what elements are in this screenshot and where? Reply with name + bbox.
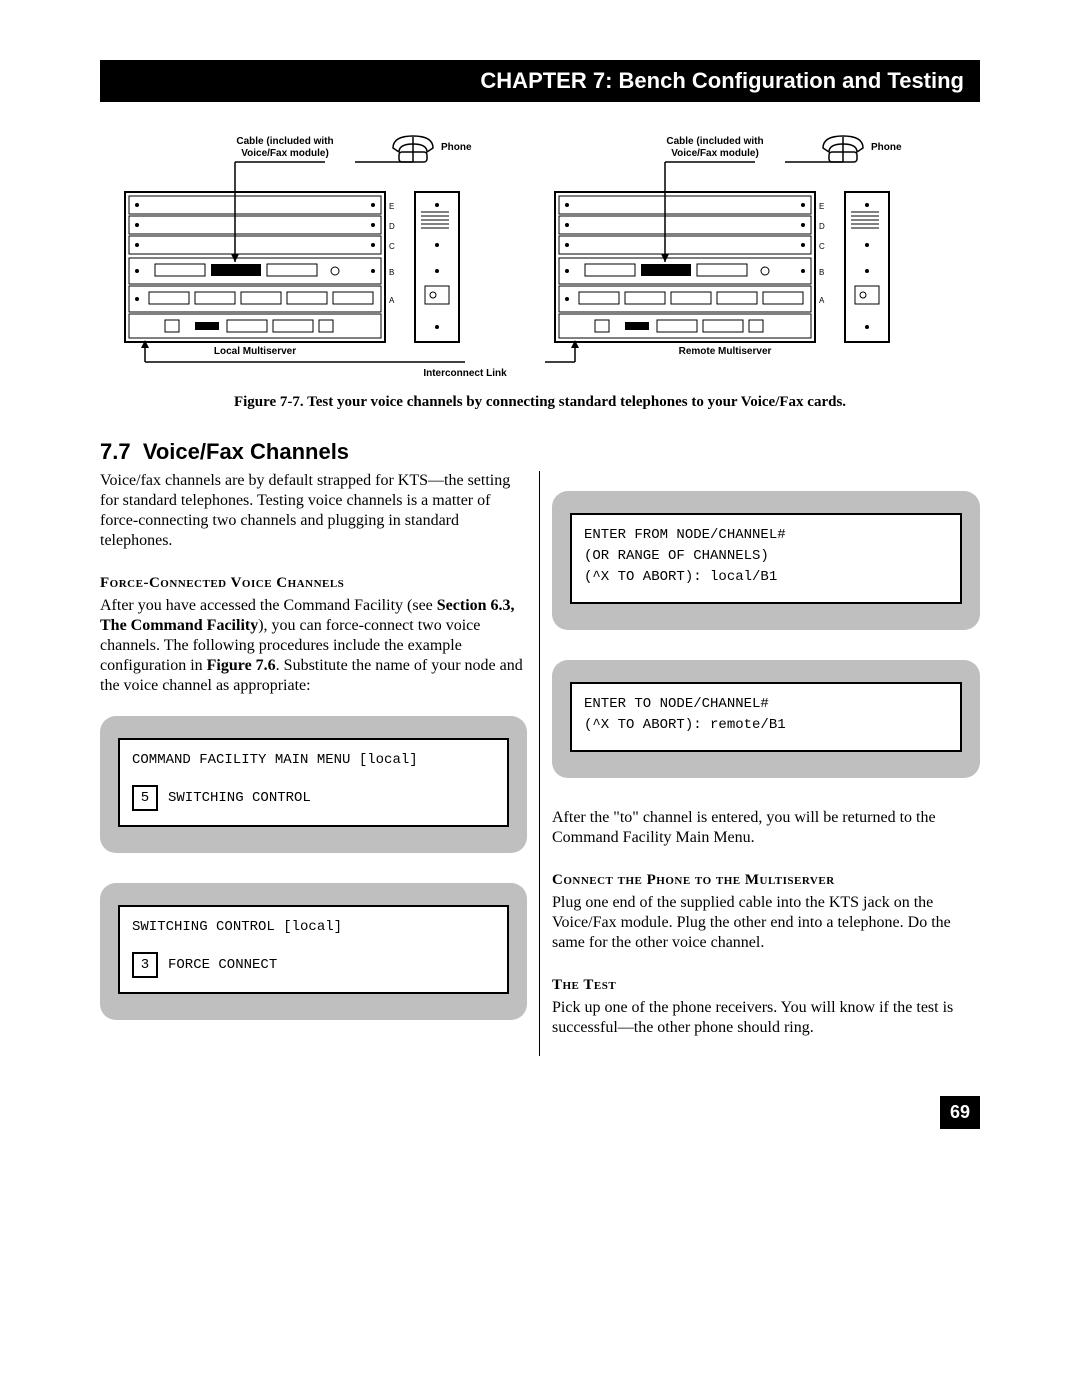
terminal-title-2: SWITCHING CONTROL [local] xyxy=(132,917,495,938)
svg-text:Voice/Fax module): Voice/Fax module) xyxy=(241,148,329,159)
svg-text:E: E xyxy=(819,202,824,211)
chapter-header-bar: CHAPTER 7: Bench Configuration and Testi… xyxy=(100,60,980,102)
remote-multiserver-diagram: Cable (included with Voice/Fax module) P… xyxy=(545,122,965,382)
section-heading: Voice/Fax Channels xyxy=(143,439,349,464)
svg-text:B: B xyxy=(389,268,394,277)
local-label: Local Multiserver xyxy=(214,346,296,357)
phone-label-text: Phone xyxy=(441,142,472,153)
menu-option-3-label: FORCE CONNECT xyxy=(168,955,277,976)
the-test-paragraph: Pick up one of the phone receivers. You … xyxy=(552,998,980,1038)
menu-option-5-label: SWITCHING CONTROL xyxy=(168,788,311,809)
to-line-1: ENTER TO NODE/CHANNEL# xyxy=(584,694,948,715)
cable-label-text: Cable (included with xyxy=(236,136,333,147)
svg-text:C: C xyxy=(389,242,395,251)
menu-number-5: 5 xyxy=(132,785,158,811)
to-line-2: (^X TO ABORT): remote/B1 xyxy=(584,715,948,736)
svg-text:B: B xyxy=(819,268,824,277)
svg-text:A: A xyxy=(819,296,825,305)
local-multiserver-diagram: Cable (included with Voice/Fax module) P… xyxy=(115,122,535,382)
interconnect-label: Interconnect Link xyxy=(423,368,507,379)
svg-text:C: C xyxy=(819,242,825,251)
remote-label: Remote Multiserver xyxy=(679,346,772,357)
force-connect-paragraph: After you have accessed the Command Faci… xyxy=(100,596,527,696)
terminal-main-menu-inner: COMMAND FACILITY MAIN MENU [local] 5 SWI… xyxy=(118,738,509,827)
intro-paragraph: Voice/fax channels are by default strapp… xyxy=(100,471,527,551)
svg-text:A: A xyxy=(389,296,395,305)
terminal-to-node: ENTER TO NODE/CHANNEL# (^X TO ABORT): re… xyxy=(552,660,980,778)
left-column: Voice/fax channels are by default strapp… xyxy=(100,471,540,1056)
from-line-3: (^X TO ABORT): local/B1 xyxy=(584,567,948,588)
svg-text:Phone: Phone xyxy=(871,142,902,153)
figure-7-7: Cable (included with Voice/Fax module) P… xyxy=(100,122,980,382)
page-number: 69 xyxy=(940,1096,980,1129)
connect-phone-paragraph: Plug one end of the supplied cable into … xyxy=(552,893,980,953)
menu-number-3: 3 xyxy=(132,952,158,978)
menu-option-5: 5 SWITCHING CONTROL xyxy=(132,785,495,811)
terminal-switching-control: SWITCHING CONTROL [local] 3 FORCE CONNEC… xyxy=(100,883,527,1020)
chapter-title: CHAPTER 7: Bench Configuration and Testi… xyxy=(480,68,964,93)
section-title: 7.7 Voice/Fax Channels xyxy=(100,439,980,465)
svg-text:Cable (included with: Cable (included with xyxy=(666,136,763,147)
terminal-main-menu: COMMAND FACILITY MAIN MENU [local] 5 SWI… xyxy=(100,716,527,853)
terminal-title-1: COMMAND FACILITY MAIN MENU [local] xyxy=(132,750,495,771)
from-line-1: ENTER FROM NODE/CHANNEL# xyxy=(584,525,948,546)
terminal-switching-inner: SWITCHING CONTROL [local] 3 FORCE CONNEC… xyxy=(118,905,509,994)
menu-option-3: 3 FORCE CONNECT xyxy=(132,952,495,978)
section-number: 7.7 xyxy=(100,439,131,464)
two-column-body: Voice/fax channels are by default strapp… xyxy=(100,471,980,1056)
figure-caption: Figure 7-7. Test your voice channels by … xyxy=(100,394,980,411)
svg-text:Voice/Fax module): Voice/Fax module) xyxy=(671,148,759,159)
the-test-subhead: The Test xyxy=(552,977,980,994)
connect-phone-subhead: Connect the Phone to the Multiserver xyxy=(552,872,980,889)
after-to-paragraph: After the "to" channel is entered, you w… xyxy=(552,808,980,848)
right-column: ENTER FROM NODE/CHANNEL# (OR RANGE OF CH… xyxy=(540,471,980,1056)
force-connected-subhead: Force-Connected Voice Channels xyxy=(100,575,527,592)
svg-text:D: D xyxy=(389,222,395,231)
from-line-2: (OR RANGE OF CHANNELS) xyxy=(584,546,948,567)
terminal-to-inner: ENTER TO NODE/CHANNEL# (^X TO ABORT): re… xyxy=(570,682,962,752)
terminal-from-inner: ENTER FROM NODE/CHANNEL# (OR RANGE OF CH… xyxy=(570,513,962,604)
svg-text:E: E xyxy=(389,202,394,211)
terminal-from-node: ENTER FROM NODE/CHANNEL# (OR RANGE OF CH… xyxy=(552,491,980,630)
svg-text:D: D xyxy=(819,222,825,231)
